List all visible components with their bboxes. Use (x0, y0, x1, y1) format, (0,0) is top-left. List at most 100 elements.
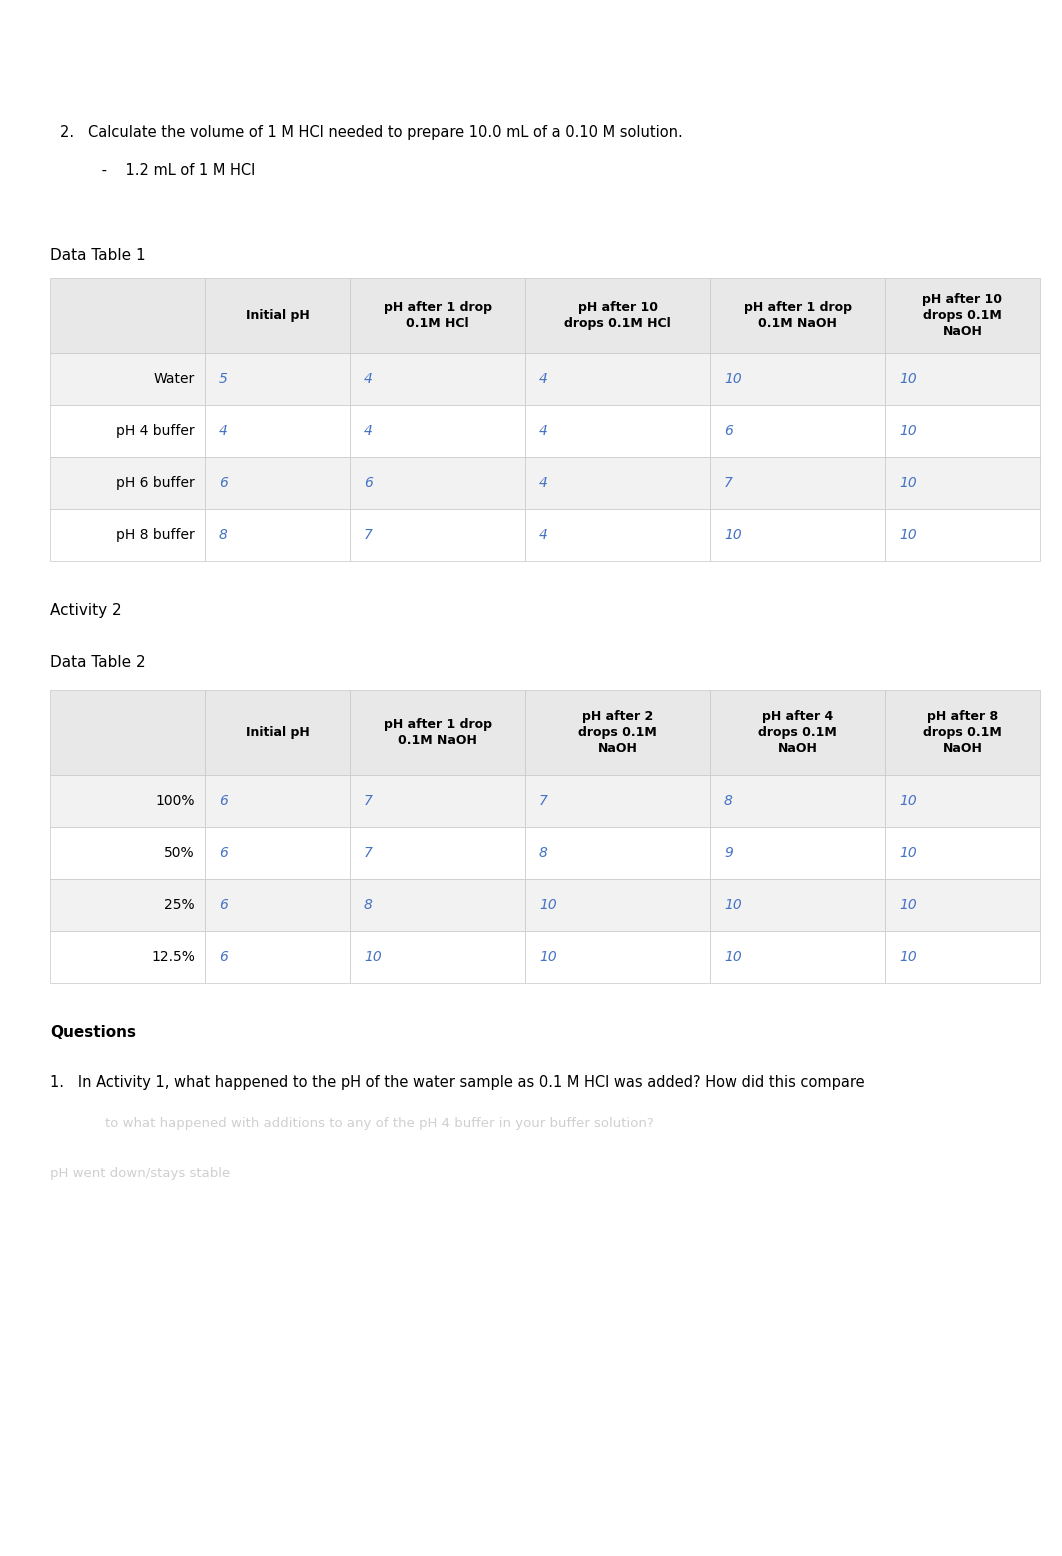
FancyBboxPatch shape (205, 509, 350, 562)
FancyBboxPatch shape (50, 879, 205, 930)
Text: 1.   In Activity 1, what happened to the pH of the water sample as 0.1 M HCl was: 1. In Activity 1, what happened to the p… (50, 1075, 864, 1091)
Text: 10: 10 (724, 527, 741, 541)
Text: 4: 4 (539, 527, 548, 541)
FancyBboxPatch shape (350, 689, 525, 775)
FancyBboxPatch shape (885, 279, 1040, 353)
FancyBboxPatch shape (50, 509, 205, 562)
Text: 7: 7 (364, 794, 373, 808)
FancyBboxPatch shape (525, 826, 710, 879)
FancyBboxPatch shape (525, 405, 710, 457)
Text: 9: 9 (724, 846, 733, 860)
Text: 10: 10 (724, 372, 741, 386)
FancyBboxPatch shape (350, 879, 525, 930)
Text: 10: 10 (900, 951, 917, 965)
FancyBboxPatch shape (350, 353, 525, 405)
FancyBboxPatch shape (885, 775, 1040, 826)
Text: 10: 10 (364, 951, 381, 965)
Text: pH after 1 drop
0.1M NaOH: pH after 1 drop 0.1M NaOH (383, 717, 492, 747)
FancyBboxPatch shape (350, 405, 525, 457)
FancyBboxPatch shape (710, 457, 885, 509)
FancyBboxPatch shape (50, 457, 205, 509)
Text: to what happened with additions to any of the pH 4 buffer in your buffer solutio: to what happened with additions to any o… (105, 1117, 654, 1130)
FancyBboxPatch shape (710, 509, 885, 562)
FancyBboxPatch shape (205, 457, 350, 509)
Text: Initial pH: Initial pH (245, 727, 309, 739)
FancyBboxPatch shape (885, 457, 1040, 509)
Text: 100%: 100% (155, 794, 195, 808)
FancyBboxPatch shape (710, 353, 885, 405)
Text: 10: 10 (900, 898, 917, 912)
Text: pH 4 buffer: pH 4 buffer (117, 423, 195, 437)
FancyBboxPatch shape (350, 457, 525, 509)
FancyBboxPatch shape (50, 353, 205, 405)
FancyBboxPatch shape (350, 930, 525, 983)
Text: 8: 8 (539, 846, 548, 860)
FancyBboxPatch shape (885, 405, 1040, 457)
FancyBboxPatch shape (350, 279, 525, 353)
Text: 7: 7 (539, 794, 548, 808)
FancyBboxPatch shape (50, 826, 205, 879)
FancyBboxPatch shape (885, 879, 1040, 930)
Text: 2.   Calculate the volume of 1 M HCl needed to prepare 10.0 mL of a 0.10 M solut: 2. Calculate the volume of 1 M HCl neede… (59, 124, 683, 140)
FancyBboxPatch shape (50, 689, 205, 775)
Text: 4: 4 (539, 372, 548, 386)
Text: Data Table 2: Data Table 2 (50, 655, 145, 671)
FancyBboxPatch shape (205, 279, 350, 353)
Text: 10: 10 (900, 794, 917, 808)
FancyBboxPatch shape (205, 879, 350, 930)
Text: pH after 10
drops 0.1M HCl: pH after 10 drops 0.1M HCl (564, 300, 671, 330)
FancyBboxPatch shape (885, 826, 1040, 879)
Text: 4: 4 (539, 476, 548, 490)
FancyBboxPatch shape (885, 509, 1040, 562)
Text: 4: 4 (364, 423, 373, 437)
FancyBboxPatch shape (525, 457, 710, 509)
Text: pH after 1 drop
0.1M HCl: pH after 1 drop 0.1M HCl (383, 300, 492, 330)
FancyBboxPatch shape (50, 405, 205, 457)
FancyBboxPatch shape (885, 930, 1040, 983)
Text: pH after 4
drops 0.1M
NaOH: pH after 4 drops 0.1M NaOH (758, 710, 837, 755)
Text: 8: 8 (219, 527, 228, 541)
FancyBboxPatch shape (205, 405, 350, 457)
Text: 6: 6 (364, 476, 373, 490)
FancyBboxPatch shape (205, 775, 350, 826)
Text: 4: 4 (539, 423, 548, 437)
FancyBboxPatch shape (350, 509, 525, 562)
Text: 6: 6 (724, 423, 733, 437)
FancyBboxPatch shape (710, 930, 885, 983)
Text: pH after 8
drops 0.1M
NaOH: pH after 8 drops 0.1M NaOH (923, 710, 1001, 755)
FancyBboxPatch shape (710, 405, 885, 457)
Text: 7: 7 (724, 476, 733, 490)
Text: 8: 8 (724, 794, 733, 808)
Text: Initial pH: Initial pH (245, 310, 309, 322)
FancyBboxPatch shape (205, 689, 350, 775)
Text: 10: 10 (900, 846, 917, 860)
Text: pH 6 buffer: pH 6 buffer (116, 476, 195, 490)
FancyBboxPatch shape (50, 930, 205, 983)
Text: 10: 10 (539, 898, 556, 912)
FancyBboxPatch shape (350, 826, 525, 879)
FancyBboxPatch shape (350, 775, 525, 826)
FancyBboxPatch shape (525, 353, 710, 405)
Text: 6: 6 (219, 794, 228, 808)
FancyBboxPatch shape (525, 279, 710, 353)
Text: 4: 4 (364, 372, 373, 386)
Text: 10: 10 (539, 951, 556, 965)
Text: 10: 10 (900, 423, 917, 437)
Text: -    1.2 mL of 1 M HCl: - 1.2 mL of 1 M HCl (59, 163, 255, 177)
FancyBboxPatch shape (710, 879, 885, 930)
FancyBboxPatch shape (710, 826, 885, 879)
Text: Water: Water (154, 372, 195, 386)
Text: 4: 4 (219, 423, 228, 437)
FancyBboxPatch shape (50, 279, 205, 353)
FancyBboxPatch shape (710, 279, 885, 353)
Text: 5: 5 (219, 372, 228, 386)
Text: pH 8 buffer: pH 8 buffer (116, 527, 195, 541)
Text: 10: 10 (724, 951, 741, 965)
FancyBboxPatch shape (885, 689, 1040, 775)
FancyBboxPatch shape (205, 930, 350, 983)
Text: 7: 7 (364, 846, 373, 860)
Text: 6: 6 (219, 846, 228, 860)
Text: Data Table 1: Data Table 1 (50, 247, 145, 263)
Text: 7: 7 (364, 527, 373, 541)
FancyBboxPatch shape (710, 689, 885, 775)
